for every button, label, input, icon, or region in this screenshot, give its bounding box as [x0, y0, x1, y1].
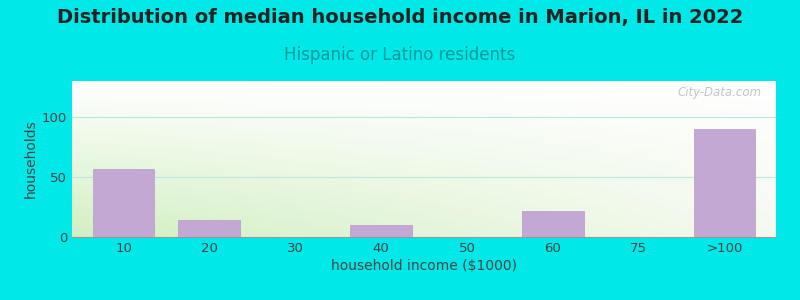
- Bar: [522, 211, 584, 237]
- Text: Distribution of median household income in Marion, IL in 2022: Distribution of median household income …: [57, 8, 743, 26]
- Bar: [350, 225, 412, 237]
- X-axis label: household income ($1000): household income ($1000): [331, 259, 517, 273]
- Y-axis label: households: households: [24, 120, 38, 198]
- Bar: [93, 169, 154, 237]
- Text: City-Data.com: City-Data.com: [678, 86, 762, 99]
- Bar: [178, 220, 240, 237]
- Bar: [694, 129, 755, 237]
- Text: Hispanic or Latino residents: Hispanic or Latino residents: [284, 46, 516, 64]
